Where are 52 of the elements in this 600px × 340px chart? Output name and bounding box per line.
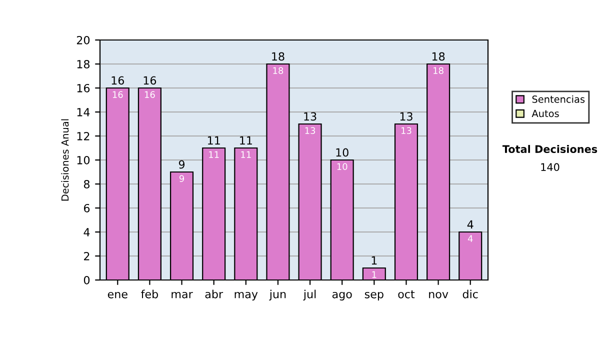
total-label: 11 [208,136,220,144]
x-tick-label: ene [108,292,128,298]
x-tick-label: jul [303,290,316,300]
y-tick-label: 16 [77,84,90,92]
legend-label: Autos [532,110,559,118]
total-label: 9 [178,160,185,169]
x-tick-label: nov [429,292,448,298]
legend-label: Sentencias [532,95,585,103]
data-label: 16 [144,91,155,98]
y-tick-label: 12 [77,132,90,140]
total-label: 18 [272,52,284,61]
data-label: 10 [337,163,348,170]
x-tick-label: jun [269,290,286,300]
total-label: 13 [304,112,316,121]
y-tick-label: 20 [76,36,90,44]
data-label: 4 [468,235,473,242]
y-tick-label: 14 [77,108,90,116]
data-label: 9 [179,175,184,182]
data-label: 11 [209,151,219,158]
x-tick-label: mar [172,292,193,298]
total-label: 16 [112,76,124,85]
data-label: 13 [401,127,412,134]
total-label: 1 [372,256,377,264]
x-tick-label: oct [398,290,415,298]
data-label: 1 [372,271,376,278]
y-tick-label: 2 [84,252,90,260]
total-label: 13 [400,112,412,121]
x-tick-label: abr [205,290,224,298]
total-label: 16 [144,76,156,85]
data-label: 11 [241,151,251,158]
text: 140 [541,163,560,172]
total-label: 18 [432,52,445,61]
y-tick-label: 8 [84,180,90,188]
total-label: 10 [336,148,348,157]
x-tick-label: may [234,292,258,300]
y-axis-title: Decisiones Anual [61,119,69,201]
y-tick-label: 10 [77,156,90,164]
x-tick-label: sep [364,292,384,300]
x-tick-label: ago [332,292,352,300]
total-label: 4 [467,220,474,228]
y-tick-label: 0 [84,276,90,284]
y-tick-label: 4 [84,228,90,236]
text: Total Decisiones [502,144,598,154]
total-label: 11 [240,136,252,144]
data-label: 13 [305,127,316,134]
data-label: 18 [434,67,444,74]
data-label: 16 [112,91,123,98]
y-tick-label: 6 [84,204,90,212]
x-tick-label: feb [141,290,158,298]
data-label: 18 [273,67,284,74]
x-tick-label: dic [462,290,478,298]
y-tick-label: 18 [77,60,90,68]
